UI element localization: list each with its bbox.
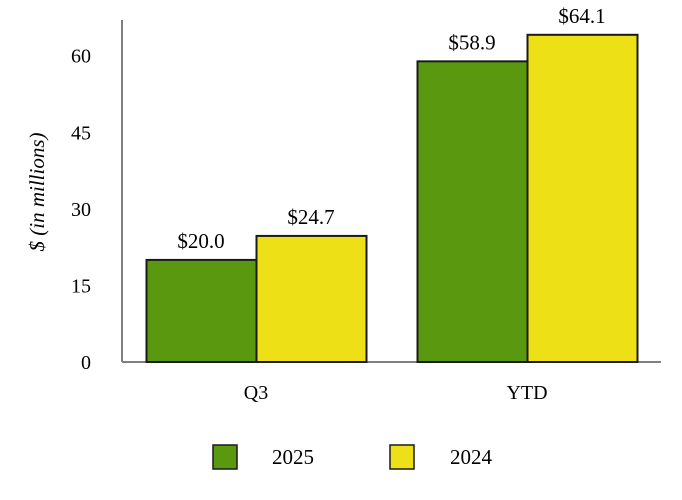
y-axis-title: $ (in millions) <box>25 132 49 251</box>
category-labels: Q3 YTD <box>244 382 548 404</box>
bar-2025-ytd <box>416 60 529 363</box>
data-label-2025-q3: $20.0 <box>177 229 224 253</box>
legend: 2025 2024 <box>212 444 493 470</box>
data-label-2025-ytd: $58.9 <box>448 30 495 54</box>
legend-swatch-2025 <box>212 444 238 470</box>
data-labels: $20.0 $24.7 $58.9 $64.1 <box>177 4 605 253</box>
bars <box>145 33 639 364</box>
legend-label-2024: 2024 <box>450 445 493 469</box>
y-tick-label: 0 <box>81 352 91 374</box>
y-axis-ticks: 0 15 30 45 60 <box>71 46 91 374</box>
y-tick-label: 15 <box>71 275 91 297</box>
legend-swatch-2024 <box>389 444 415 470</box>
data-label-2024-ytd: $64.1 <box>558 4 605 28</box>
y-tick-label: 60 <box>71 46 91 68</box>
bar-2025-q3 <box>145 258 258 364</box>
bar-2024-q3 <box>255 234 368 363</box>
bar-2024-ytd <box>526 33 639 364</box>
x-category-label: Q3 <box>244 382 268 404</box>
y-tick-label: 45 <box>71 122 91 144</box>
x-category-label: YTD <box>506 382 547 404</box>
y-tick-label: 30 <box>71 199 91 221</box>
legend-label-2025: 2025 <box>272 445 314 469</box>
data-label-2024-q3: $24.7 <box>287 205 334 229</box>
